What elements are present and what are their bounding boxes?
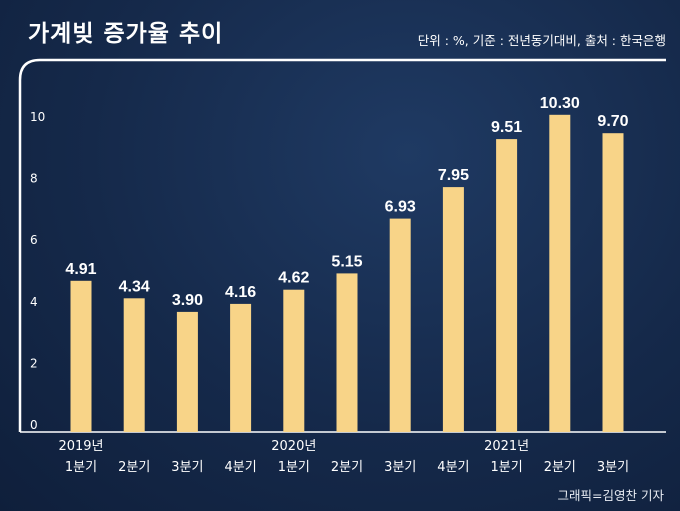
- source-note: 단위 : %, 기준 : 전년동기대비, 출처 : 한국은행: [417, 33, 666, 48]
- bar: [176, 311, 198, 432]
- bar-value-label: 4.62: [278, 270, 309, 287]
- year-label: 2019년: [58, 439, 103, 454]
- x-tick-label: 3분기: [384, 460, 416, 475]
- graphic-credit: 그래픽=김영찬 기자: [557, 488, 664, 503]
- bar-value-label: 9.51: [491, 119, 522, 136]
- bar-value-label: 10.30: [540, 95, 580, 112]
- x-tick-label: 4분기: [437, 460, 469, 475]
- x-tick-label: 2분기: [331, 460, 363, 475]
- x-tick-label: 4분기: [224, 460, 256, 475]
- chart-frame: [18, 58, 666, 432]
- chart-title: 가계빚 증가율 추이: [28, 21, 224, 47]
- bar-value-label: 5.15: [331, 253, 362, 270]
- y-tick-label: 2: [30, 356, 38, 370]
- x-tick-label: 3분기: [597, 460, 629, 475]
- bar: [442, 187, 464, 432]
- bar: [230, 303, 252, 432]
- bar-value-label: 4.16: [225, 284, 256, 301]
- bar: [283, 289, 305, 432]
- year-label: 2021년: [484, 439, 529, 454]
- y-tick-label: 4: [30, 295, 38, 309]
- bar-value-label: 9.70: [597, 113, 628, 130]
- y-tick-label: 0: [30, 418, 38, 432]
- bar: [336, 273, 358, 432]
- bar: [496, 139, 518, 432]
- bar: [389, 218, 411, 432]
- bar-value-label: 6.93: [385, 199, 416, 216]
- y-tick-label: 8: [30, 172, 38, 186]
- x-tick-label: 2분기: [544, 460, 576, 475]
- x-tick-label: 2분기: [118, 460, 150, 475]
- bar-value-label: 4.91: [65, 261, 96, 278]
- y-tick-label: 10: [30, 110, 45, 124]
- bar: [123, 298, 145, 432]
- bar: [70, 280, 92, 432]
- x-tick-label: 1분기: [65, 460, 97, 475]
- x-tick-label: 3분기: [171, 460, 203, 475]
- bar-value-label: 4.34: [119, 278, 150, 295]
- bar: [602, 133, 624, 432]
- bar-value-label: 7.95: [438, 167, 469, 184]
- bar-value-label: 3.90: [172, 292, 203, 309]
- y-tick-label: 6: [30, 233, 38, 247]
- bar: [549, 114, 571, 433]
- x-tick-label: 1분기: [278, 460, 310, 475]
- year-label: 2020년: [271, 439, 316, 454]
- x-tick-label: 1분기: [490, 460, 522, 475]
